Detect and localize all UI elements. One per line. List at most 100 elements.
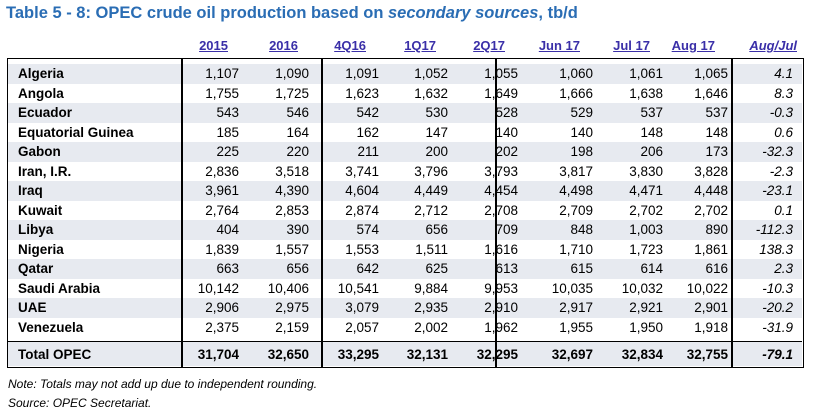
value-cell-aug17: 2,702 xyxy=(694,202,728,218)
value-cell-aug17: 1,646 xyxy=(694,85,728,101)
value-cell-jun17: 4,498 xyxy=(559,183,593,198)
value-cell-2015: 404 xyxy=(216,222,239,237)
col-header-2q17: 2Q17 xyxy=(473,38,505,53)
value-cell-4q16: 2,057 xyxy=(345,319,379,335)
value-cell-jun17: 3,817 xyxy=(559,163,593,179)
change-cell: -0.3 xyxy=(769,105,793,120)
value-cell-2q17: 9,953 xyxy=(484,280,518,296)
value-cell-2q17: 1,616 xyxy=(484,241,518,257)
column-divider xyxy=(321,59,323,367)
value-cell-4q16: 33,295 xyxy=(337,347,379,362)
value-cell-jul17: 1,003 xyxy=(629,222,663,237)
table-row: Qatar 663 656 642 625 613 615 614 616 2.3 xyxy=(8,259,802,279)
column-divider xyxy=(731,59,733,367)
title-prefix: Table 5 - 8: OPEC crude oil production b… xyxy=(6,4,388,22)
value-cell-2016: 32,650 xyxy=(267,347,309,362)
value-cell-2q17: 4,454 xyxy=(484,183,518,198)
country-name: Gabon xyxy=(18,144,61,159)
value-cell-aug17: 10,022 xyxy=(686,280,728,296)
col-header-jul17: Jul 17 xyxy=(613,38,650,53)
col-header-jun17: Jun 17 xyxy=(538,38,580,53)
value-cell-aug17: 173 xyxy=(705,144,728,159)
value-cell-4q16: 542 xyxy=(356,105,379,120)
value-cell-1q17: 656 xyxy=(425,222,448,237)
table-row: Venezuela 2,375 2,159 2,057 2,002 1,962 1,955 1… xyxy=(8,318,802,338)
value-cell-2q17: 1,649 xyxy=(484,85,518,101)
value-cell-1q17: 147 xyxy=(425,124,448,140)
col-header-1q17: 1Q17 xyxy=(404,38,436,53)
value-cell-jun17: 615 xyxy=(570,261,593,276)
value-cell-2015: 1,107 xyxy=(205,66,239,81)
table-row: Kuwait 2,764 2,853 2,874 2,712 2,708 2,709 2,70… xyxy=(8,201,802,221)
value-cell-4q16: 1,553 xyxy=(345,241,379,257)
value-cell-2q17: 709 xyxy=(495,222,518,237)
value-cell-1q17: 1,052 xyxy=(414,66,448,81)
country-name: Saudi Arabia xyxy=(18,280,101,296)
table-row: Algeria 1,107 1,090 1,091 1,052 1,055 1,060 1,0… xyxy=(8,64,802,84)
value-cell-2016: 1,725 xyxy=(275,85,309,101)
value-cell-jul17: 2,702 xyxy=(629,202,663,218)
change-cell: -79.1 xyxy=(762,347,793,362)
change-cell: -2.3 xyxy=(769,163,793,179)
table-row: Gabon 225 220 211 200 202 198 206 173 -32.3 xyxy=(8,142,802,162)
column-headers: 2015 2016 4Q16 1Q17 2Q17 Jun 17 Jul 17 A… xyxy=(0,38,813,56)
value-cell-jun17: 1,060 xyxy=(559,66,593,81)
value-cell-2015: 2,836 xyxy=(205,163,239,179)
country-name: Kuwait xyxy=(18,202,63,218)
country-name: UAE xyxy=(18,300,47,315)
value-cell-jun17: 1,666 xyxy=(559,85,593,101)
change-cell: -10.3 xyxy=(762,280,793,296)
value-cell-jul17: 537 xyxy=(640,105,663,120)
country-name: Iraq xyxy=(18,183,43,198)
col-header-4q16: 4Q16 xyxy=(334,38,366,53)
value-cell-jul17: 32,834 xyxy=(621,347,663,362)
value-cell-4q16: 3,741 xyxy=(345,163,379,179)
value-cell-1q17: 200 xyxy=(425,144,448,159)
value-cell-2015: 2,375 xyxy=(205,319,239,335)
table-row: Libya 404 390 574 656 709 848 1,003 890 -112.3 xyxy=(8,220,802,240)
value-cell-1q17: 32,131 xyxy=(406,347,448,362)
value-cell-2016: 546 xyxy=(286,105,309,120)
value-cell-aug17: 1,065 xyxy=(694,66,728,81)
value-cell-4q16: 211 xyxy=(357,144,379,159)
value-cell-2q17: 140 xyxy=(495,124,518,140)
value-cell-2q17: 32,295 xyxy=(476,347,518,362)
change-cell: -23.1 xyxy=(762,183,793,198)
table-row: Ecuador 543 546 542 530 528 529 537 537 -0.3 xyxy=(8,103,802,123)
table-row: Iran, I.R. 2,836 3,518 3,741 3,796 3,793 3,817… xyxy=(8,162,802,182)
value-cell-2015: 225 xyxy=(216,144,239,159)
table-row: Iraq 3,961 4,390 4,604 4,449 4,454 4,498 4,471 4… xyxy=(8,181,802,201)
value-cell-jul17: 1,950 xyxy=(629,319,663,335)
country-name: Libya xyxy=(18,222,54,237)
value-cell-aug17: 1,918 xyxy=(694,319,728,335)
value-cell-2q17: 528 xyxy=(495,105,518,120)
country-name: Iran, I.R. xyxy=(18,163,72,179)
value-cell-1q17: 2,935 xyxy=(414,300,448,315)
value-cell-2015: 10,142 xyxy=(197,280,239,296)
country-name: Algeria xyxy=(18,66,64,81)
value-cell-2015: 1,755 xyxy=(205,85,239,101)
value-cell-jul17: 10,032 xyxy=(621,280,663,296)
value-cell-jul17: 3,830 xyxy=(629,163,663,179)
value-cell-2015: 185 xyxy=(216,124,239,140)
value-cell-4q16: 1,623 xyxy=(345,85,379,101)
table-row: Angola 1,755 1,725 1,623 1,632 1,649 1,666 1,63… xyxy=(8,84,802,104)
value-cell-2q17: 2,708 xyxy=(484,202,518,218)
value-cell-2016: 4,390 xyxy=(275,183,309,198)
col-header-aug-jul: Aug/Jul xyxy=(749,38,797,53)
value-cell-4q16: 4,604 xyxy=(345,183,379,198)
country-name: Equatorial Guinea xyxy=(18,124,134,140)
value-cell-2015: 31,704 xyxy=(197,347,239,362)
value-cell-4q16: 3,079 xyxy=(345,300,379,315)
note-rounding: Note: Totals may not add up due to indep… xyxy=(8,377,318,391)
value-cell-1q17: 1,511 xyxy=(415,241,448,257)
title-emphasis: secondary sources xyxy=(388,4,539,22)
value-cell-aug17: 32,755 xyxy=(686,347,728,362)
change-cell: 4.1 xyxy=(774,66,793,81)
country-name: Qatar xyxy=(18,261,54,276)
value-cell-4q16: 1,091 xyxy=(345,66,379,81)
value-cell-2015: 2,764 xyxy=(205,202,239,218)
value-cell-jun17: 1,955 xyxy=(559,319,593,335)
note-source: Source: OPEC Secretariat. xyxy=(8,396,152,410)
value-cell-2015: 663 xyxy=(216,261,239,276)
